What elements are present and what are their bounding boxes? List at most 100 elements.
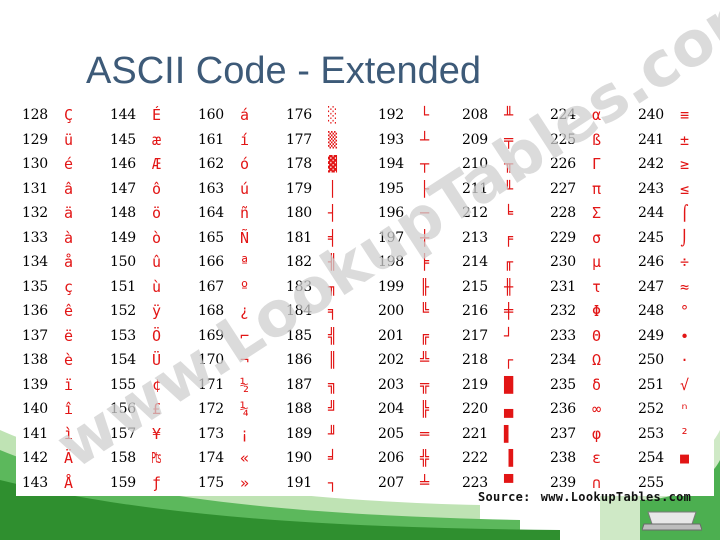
source-url: www.LookupTables.com	[540, 490, 692, 504]
code-value: 220	[462, 401, 488, 417]
table-column: 224 α 225 ß 226 Γ 227 π 228 Σ 229 σ 230 µ 231 τ 232 Φ 233 Θ…	[544, 104, 632, 496]
table-row: 156 £	[104, 398, 192, 423]
character-glyph: ⁿ	[680, 400, 690, 418]
code-value: 199	[378, 278, 404, 295]
table-row: 188 ╝	[280, 398, 368, 423]
code-value: 134	[22, 254, 48, 270]
code-value: 189	[286, 425, 312, 442]
character-glyph: │	[328, 179, 338, 198]
code-value: 223	[462, 474, 488, 491]
code-value: 231	[550, 278, 576, 295]
code-value: 252	[638, 401, 664, 417]
code-value: 239	[550, 474, 576, 491]
code-value: 226	[550, 156, 576, 172]
code-value: 242	[638, 156, 664, 172]
character-glyph: σ	[592, 228, 602, 247]
table-column: 208 ╨ 209 ╤ 210 ╥ 211 ╙ 212 ╘ 213 ╒ 214 ╓ 215 ╫ 216 ╪ 217 ┘…	[456, 104, 544, 496]
table-row: 201 ╔	[372, 325, 460, 350]
code-value: 255	[638, 474, 664, 491]
table-row: 179 │	[280, 178, 368, 203]
code-value: 141	[22, 425, 48, 442]
character-glyph: Ä	[64, 449, 74, 467]
code-value: 246	[638, 254, 664, 270]
character-glyph: ü	[64, 130, 74, 149]
table-row: 184 ╕	[280, 300, 368, 325]
table-row: 254 ■	[632, 447, 720, 472]
table-row: 132 ä	[16, 202, 104, 227]
table-row: 167 º	[192, 276, 280, 301]
character-glyph: ╧	[420, 473, 430, 492]
table-row: 163 ú	[192, 178, 280, 203]
character-glyph: ¿	[240, 302, 250, 320]
character-glyph: ≈	[680, 277, 690, 296]
character-glyph: ÿ	[152, 302, 162, 320]
table-row: 140 î	[16, 398, 104, 423]
code-value: 193	[378, 131, 404, 148]
table-row: 206 ╬	[372, 447, 460, 472]
table-row: 172 ¼	[192, 398, 280, 423]
code-value: 155	[110, 376, 136, 393]
character-glyph: ä	[64, 204, 74, 222]
code-value: 132	[22, 205, 48, 221]
code-value: 230	[550, 254, 576, 270]
character-glyph: └	[420, 106, 430, 124]
character-glyph: Σ	[592, 204, 602, 222]
table-row: 195 ├	[372, 178, 460, 203]
table-row: 255	[632, 472, 720, 497]
character-glyph: ┴	[420, 130, 430, 149]
table-row: 210 ╥	[456, 153, 544, 178]
code-value: 177	[286, 131, 312, 148]
character-glyph: ┤	[328, 204, 338, 222]
code-value: 159	[110, 474, 136, 491]
code-value: 250	[638, 352, 664, 368]
table-row: 211 ╙	[456, 178, 544, 203]
code-value: 202	[378, 352, 404, 368]
character-glyph: ├	[420, 179, 430, 198]
table-row: 180 ┤	[280, 202, 368, 227]
code-value: 245	[638, 229, 664, 246]
code-value: 195	[378, 180, 404, 197]
character-glyph: Å	[64, 473, 74, 492]
character-glyph: ó	[240, 155, 250, 173]
table-row: 233 Θ	[544, 325, 632, 350]
character-glyph: ô	[152, 179, 162, 198]
character-glyph: ▀	[504, 473, 514, 492]
table-row: 164 ñ	[192, 202, 280, 227]
character-glyph: ┌	[504, 351, 514, 369]
character-glyph: ¢	[152, 375, 162, 394]
code-value: 169	[198, 327, 224, 344]
code-value: 150	[110, 254, 136, 270]
table-row: 148 ö	[104, 202, 192, 227]
code-value: 249	[638, 327, 664, 344]
table-row: 176 ░	[280, 104, 368, 129]
character-glyph: ≤	[680, 179, 690, 198]
code-value: 188	[286, 401, 312, 417]
table-row: 192 └	[372, 104, 460, 129]
code-value: 143	[22, 474, 48, 491]
code-value: 140	[22, 401, 48, 417]
code-value: 154	[110, 352, 136, 368]
character-glyph: ⌠	[680, 204, 690, 222]
code-value: 148	[110, 205, 136, 221]
table-row: 130 é	[16, 153, 104, 178]
character-glyph: ╩	[420, 351, 430, 369]
table-row: 232 Φ	[544, 300, 632, 325]
code-value: 129	[22, 131, 48, 148]
character-glyph: ε	[592, 449, 602, 467]
code-value: 234	[550, 352, 576, 368]
character-glyph: Ü	[152, 351, 162, 369]
code-value: 197	[378, 229, 404, 246]
code-value: 192	[378, 107, 404, 123]
code-value: 130	[22, 156, 48, 172]
character-glyph: Ñ	[240, 228, 250, 247]
character-glyph: ╠	[420, 400, 430, 418]
code-value: 167	[198, 278, 224, 295]
table-row: 248 °	[632, 300, 720, 325]
table-row: 219 █	[456, 374, 544, 399]
code-value: 170	[198, 352, 224, 368]
character-glyph: ■	[680, 449, 690, 467]
code-value: 161	[198, 131, 224, 148]
table-row: 166 ª	[192, 251, 280, 276]
code-value: 151	[110, 278, 136, 295]
code-value: 248	[638, 303, 664, 319]
